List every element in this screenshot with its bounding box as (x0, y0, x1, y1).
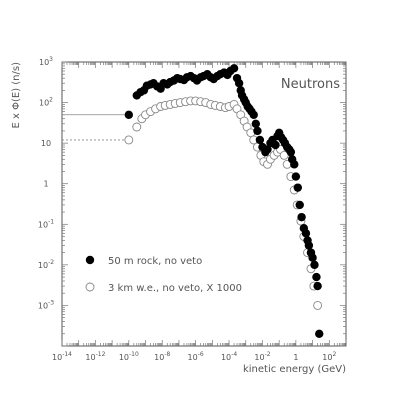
y-tick-label: 10-1 (38, 218, 54, 229)
x-tick-label: 10-2 (254, 351, 270, 362)
data-point-filled (229, 64, 239, 73)
data-point-filled (293, 183, 302, 192)
x-tick-label: 102 (322, 351, 336, 362)
legend-marker-open (85, 282, 95, 292)
legend-label-series-1: 50 m rock, no veto (108, 256, 202, 267)
legend-marker-filled (85, 255, 95, 265)
data-point-filled (253, 126, 262, 136)
data-point-filled (291, 172, 301, 181)
plot-frame (61, 61, 347, 347)
y-tick-label: 103 (39, 56, 53, 67)
data-point-open (132, 122, 142, 132)
y-tick-label: 10-3 (38, 299, 54, 310)
x-tick-label: 10-14 (52, 351, 72, 362)
ticks-layer: 10-14 10-12 10-10 10-8 10-6 10-4 10-2 1 102 103 10… (38, 56, 347, 362)
data-point-filled (304, 241, 314, 250)
data-point-filled (295, 200, 304, 210)
data-point-filled (251, 119, 261, 128)
x-tick-label: 10-8 (154, 351, 170, 362)
data-point-filled (308, 253, 317, 262)
data-point-filled (312, 272, 321, 282)
data-point-filled (255, 135, 265, 145)
data-point-filled (124, 110, 134, 119)
y-tick-label: 10 (41, 139, 51, 148)
data-point-open (313, 300, 323, 310)
data-point-filled (286, 147, 296, 157)
y-tick-label: 1 (43, 180, 48, 189)
data-point-filled (297, 212, 306, 222)
data-point-filled (249, 110, 258, 119)
data-point-filled (234, 79, 244, 88)
x-tick-label: 10-6 (188, 351, 204, 362)
data-point-filled (263, 145, 272, 154)
legend-label-series-2: 3 km w.e., no veto, X 1000 (108, 283, 242, 294)
x-axis-label: kinetic energy (GeV) (243, 364, 346, 375)
annotation-label: Neutrons (281, 77, 340, 92)
data-point-filled (313, 281, 322, 291)
x-tick-label: 10-12 (85, 351, 105, 362)
data-points (124, 64, 324, 338)
data-point-filled (310, 260, 319, 270)
x-tick-label: 10-4 (221, 351, 237, 362)
x-tick-label: 1 (293, 353, 298, 362)
reference-lines (62, 114, 129, 141)
x-tick-label: 10-10 (119, 351, 139, 362)
data-point-open (124, 135, 134, 145)
y-axis-label: E x Φ(E) (n/s) (11, 62, 22, 129)
y-tick-label: 10-2 (38, 259, 54, 270)
legend: 50 m rock, no veto 3 km w.e., no veto, X… (85, 255, 242, 294)
data-point-filled (290, 160, 299, 169)
data-point-filled (301, 229, 311, 238)
data-point-filled (271, 140, 280, 150)
y-tick-label: 102 (39, 97, 53, 108)
data-point-filled (315, 329, 324, 338)
